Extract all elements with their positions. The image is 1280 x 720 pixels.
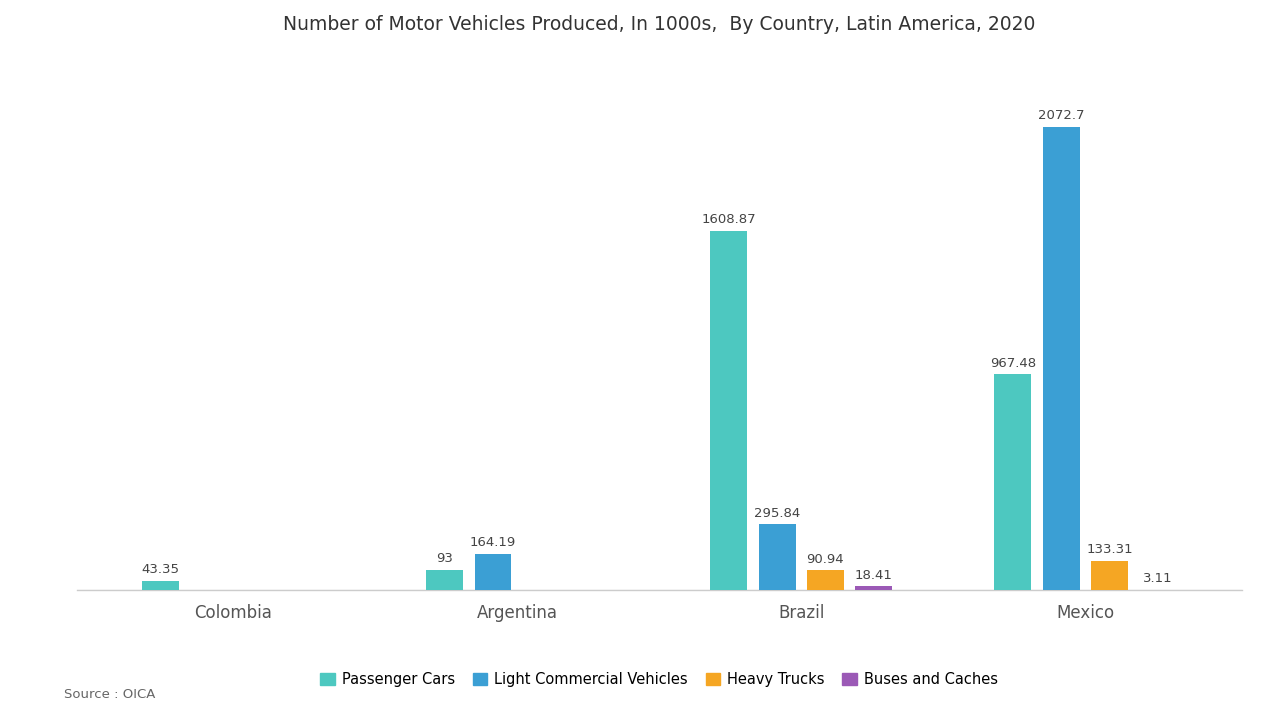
- Text: 18.41: 18.41: [855, 569, 892, 582]
- Text: 93: 93: [436, 552, 453, 565]
- Bar: [855, 586, 892, 590]
- Text: 133.31: 133.31: [1087, 543, 1133, 556]
- Legend: Passenger Cars, Light Commercial Vehicles, Heavy Trucks, Buses and Caches: Passenger Cars, Light Commercial Vehicle…: [315, 666, 1004, 693]
- Bar: [475, 554, 512, 590]
- Text: 90.94: 90.94: [806, 552, 845, 566]
- Text: 967.48: 967.48: [989, 356, 1036, 369]
- Bar: [995, 374, 1032, 590]
- Text: 43.35: 43.35: [142, 563, 179, 576]
- Bar: [1043, 127, 1079, 590]
- Bar: [142, 581, 179, 590]
- Bar: [806, 570, 844, 590]
- Text: 164.19: 164.19: [470, 536, 516, 549]
- Bar: [710, 230, 748, 590]
- Bar: [1091, 561, 1128, 590]
- Text: 2072.7: 2072.7: [1038, 109, 1084, 122]
- Text: 1608.87: 1608.87: [701, 213, 756, 226]
- Text: 3.11: 3.11: [1143, 572, 1172, 585]
- Text: Source : OICA: Source : OICA: [64, 688, 155, 701]
- Title: Number of Motor Vehicles Produced, In 1000s,  By Country, Latin America, 2020: Number of Motor Vehicles Produced, In 10…: [283, 15, 1036, 34]
- Bar: [759, 524, 796, 590]
- Bar: [426, 570, 463, 590]
- Text: 295.84: 295.84: [754, 507, 800, 520]
